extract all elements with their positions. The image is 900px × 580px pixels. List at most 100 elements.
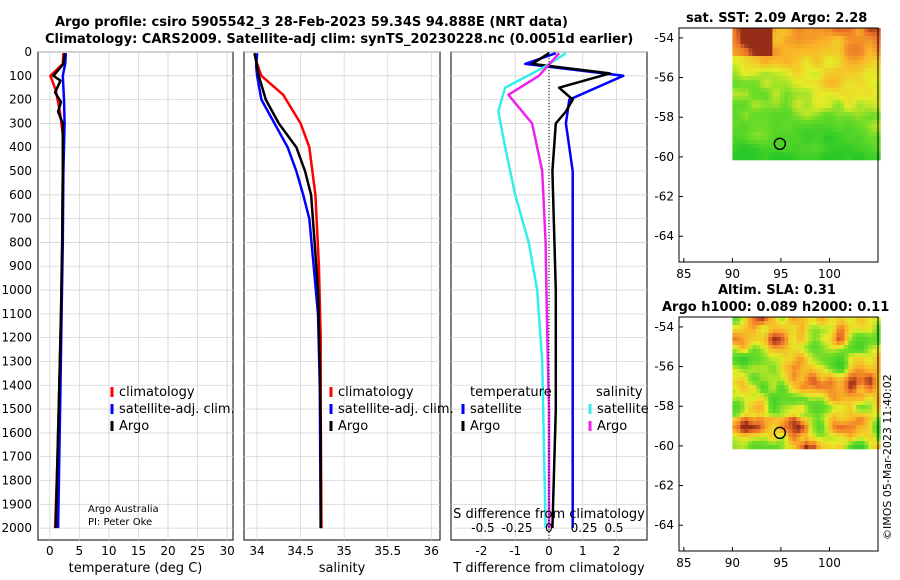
sla_map-heat-cell (732, 441, 737, 446)
sla_map-heat-cell (768, 345, 773, 350)
sla_map-heat-cell (784, 317, 789, 322)
sla_map-heat-cell (808, 329, 813, 334)
sst_map-heat-cell (736, 44, 741, 49)
sst_map-heat-cell (784, 132, 789, 137)
salinity-xtick-label: 34 (249, 544, 264, 558)
sla_map-heat-cell (748, 445, 753, 450)
sla_map-heat-cell (812, 365, 817, 370)
sst_map-heat-cell (844, 124, 849, 129)
sla_map-heat-cell (824, 361, 829, 366)
sla_map-heat-cell (860, 341, 865, 346)
sst_map-heat-cell (832, 84, 837, 89)
sla_map-heat-cell (868, 349, 873, 354)
sst_map-heat-cell (864, 76, 869, 81)
sla_map-heat-cell (764, 389, 769, 394)
temperature-legend-label: Argo (119, 419, 149, 434)
sst_map-heat-cell (828, 44, 833, 49)
sst_map-heat-cell (828, 100, 833, 105)
sla_map-heat-cell (876, 377, 881, 382)
sla_map-heat-cell (812, 353, 817, 358)
sla_map-heat-cell (812, 373, 817, 378)
sla_map-heat-cell (796, 317, 801, 322)
sla_map-heat-cell (760, 345, 765, 350)
sst_map-heat-cell (732, 80, 737, 85)
sla_map-heat-cell (868, 365, 873, 370)
sla_map-heat-cell (812, 333, 817, 338)
sst_map-heat-cell (776, 148, 781, 153)
sla_map-heat-cell (868, 381, 873, 386)
sla_map-heat-cell (772, 445, 777, 450)
sst_map-argo-location-marker (773, 137, 787, 151)
sla_map-heat-cell (832, 353, 837, 358)
sst_map-heat-cell (800, 40, 805, 45)
sst_map-heat-cell (824, 56, 829, 61)
sla_map-heat-cell (764, 421, 769, 426)
sla_map-heat-cell (744, 321, 749, 326)
sla_map-heat-cell (800, 417, 805, 422)
sla_map-heat-cell (848, 349, 853, 354)
sst_map-heat-cell (776, 48, 781, 53)
sla_map-heat-cell (764, 413, 769, 418)
sst_map-heat-cell (856, 156, 861, 161)
sla_map-heat-cell (740, 353, 745, 358)
sla_map-heat-cell (836, 401, 841, 406)
sst_map-heat-cell (852, 40, 857, 45)
sla_map-heat-cell (872, 345, 877, 350)
sla_map-heat-cell (832, 429, 837, 434)
sst_map-heat-cell (828, 60, 833, 65)
sla_map-heat-cell (804, 329, 809, 334)
sst_map-heat-cell (768, 84, 773, 89)
sst_map-heat-cell (844, 108, 849, 113)
sla_map-heat-cell (872, 393, 877, 398)
sla_map-heat-cell (756, 401, 761, 406)
sla_map-xtick-label: 90 (725, 556, 740, 570)
sla_map-heat-cell (836, 357, 841, 362)
sla_map-heat-cell (828, 325, 833, 330)
sst_map-heat-cell (736, 32, 741, 37)
sst_map-heat-cell (836, 80, 841, 85)
sla_map-heat-cell (860, 413, 865, 418)
sla_map-heat-cell (740, 357, 745, 362)
sla_map-heat-cell (872, 329, 877, 334)
sla_map-heat-cell (844, 393, 849, 398)
sst_map-heat-cell (876, 64, 881, 69)
sla_map-heat-cell (836, 441, 841, 446)
sla_map-heat-cell (820, 345, 825, 350)
sla_map-heat-cell (856, 341, 861, 346)
sst_map-heat-cell (832, 120, 837, 125)
sst_map-heat-cell (752, 68, 757, 73)
sla_map-heat-cell (796, 413, 801, 418)
sst_map-heat-cell (856, 32, 861, 37)
sst_map-heat-cell (872, 100, 877, 105)
sla_map-heat-cell (768, 441, 773, 446)
sla_map-heat-cell (836, 349, 841, 354)
sla_map-heat-cell (732, 345, 737, 350)
sla_map-heat-cell (760, 365, 765, 370)
sst_map-heat-cell (800, 148, 805, 153)
sla_map-heat-cell (808, 409, 813, 414)
sst_map-heat-cell (740, 76, 745, 81)
sla_map-heat-cell (800, 353, 805, 358)
sla_map-heat-cell (792, 409, 797, 414)
sla_map-heat-cell (820, 389, 825, 394)
sla_map-heat-cell (776, 365, 781, 370)
sst_map-heat-cell (824, 44, 829, 49)
sla_map-heat-cell (852, 409, 857, 414)
sst_map-heat-cell (852, 156, 857, 161)
sst_map-heat-cell (848, 88, 853, 93)
sst_map-heat-cell (844, 68, 849, 73)
sst_map-heat-cell (764, 56, 769, 61)
sla_map-heat-cell (848, 433, 853, 438)
sst_map-heat-cell (792, 72, 797, 77)
sst_map-heat-cell (868, 72, 873, 77)
sla_map-heat-cell (732, 333, 737, 338)
sla_map-heat-cell (752, 445, 757, 450)
sst_map-heat-cell (868, 40, 873, 45)
sla_map-heat-cell (808, 441, 813, 446)
sst_map-heat-cell (792, 116, 797, 121)
sla_map-heat-cell (792, 373, 797, 378)
sst_map-heat-cell (864, 140, 869, 145)
sst_map-heat-cell (844, 28, 849, 33)
sla_map-heat-cell (864, 437, 869, 442)
sla_map-heat-cell (852, 421, 857, 426)
